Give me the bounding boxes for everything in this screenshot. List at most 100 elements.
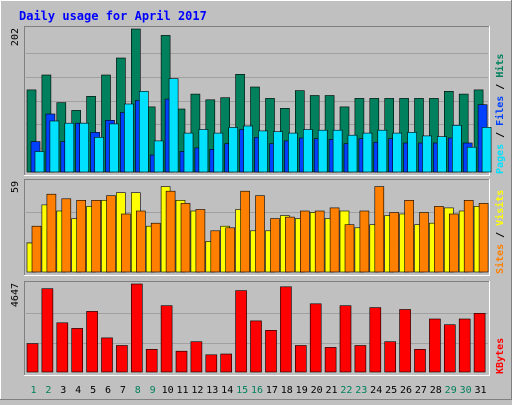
- bar-pages-11: [183, 132, 194, 173]
- day-label-22: 22: [340, 385, 352, 396]
- bar-pages-22: [347, 134, 358, 173]
- bar-kbytes-4: [71, 328, 83, 373]
- bar-sites-11: [180, 203, 191, 273]
- legend-item-visits: Visits: [494, 190, 506, 226]
- series-visits: [26, 186, 484, 273]
- bar-kbytes-5: [86, 311, 98, 373]
- bar-sites-27: [419, 212, 429, 273]
- day-label-1: 1: [30, 385, 36, 396]
- bar-pages-15: [243, 125, 253, 173]
- day-label-12: 12: [191, 385, 203, 396]
- series-kbytes: [26, 283, 486, 373]
- bar-sites-30: [463, 200, 474, 273]
- day-label-20: 20: [311, 385, 323, 396]
- bar-sites-6: [106, 195, 116, 273]
- bar-sites-7: [121, 213, 131, 273]
- day-label-13: 13: [206, 385, 218, 396]
- bar-pages-29: [451, 125, 462, 173]
- legend-separator: /: [495, 226, 506, 244]
- bar-pages-24: [377, 129, 388, 173]
- y-max-label: 59: [10, 181, 21, 193]
- day-label-21: 21: [325, 385, 337, 396]
- bar-sites-1: [31, 225, 42, 273]
- bar-pages-4: [79, 122, 89, 173]
- bar-kbytes-9: [145, 348, 158, 373]
- bar-sites-28: [434, 206, 444, 273]
- bar-kbytes-17: [265, 329, 277, 373]
- day-label-2: 2: [45, 385, 51, 396]
- bar-sites-31: [478, 203, 489, 273]
- bar-sites-24: [374, 186, 385, 273]
- bar-pages-23: [362, 132, 373, 173]
- bar-kbytes-2: [41, 288, 54, 373]
- bar-kbytes-1: [26, 343, 39, 373]
- bar-pages-31: [481, 127, 492, 173]
- bar-kbytes-27: [414, 348, 426, 373]
- bar-sites-15: [240, 190, 250, 273]
- day-axis: 1 2 3 4 5 6 7 8 9 10 11 12 13 14 15 16 17 18 19 20 21 22 23 24 2…: [30, 385, 486, 396]
- day-label-28: 28: [430, 385, 442, 396]
- bar-sites-18: [285, 216, 295, 273]
- bar-kbytes-14: [220, 353, 232, 373]
- bar-sites-12: [195, 209, 206, 273]
- chart-panels: 202 Pages / Files / Hits 59 Sites / Visits 4…: [10, 26, 506, 376]
- series-pages: [34, 78, 492, 173]
- bar-kbytes-12: [190, 341, 203, 373]
- bar-pages-12: [198, 129, 209, 173]
- day-label-11: 11: [176, 385, 188, 396]
- day-label-6: 6: [105, 385, 111, 396]
- bar-kbytes-18: [280, 286, 292, 373]
- bar-pages-19: [302, 129, 313, 173]
- day-label-23: 23: [355, 385, 367, 396]
- bar-pages-25: [392, 132, 403, 173]
- bar-pages-2: [49, 120, 60, 173]
- day-label-15: 15: [236, 385, 248, 396]
- bar-pages-28: [437, 136, 447, 173]
- bar-kbytes-3: [56, 322, 69, 373]
- bar-kbytes-29: [443, 324, 456, 373]
- bar-sites-8: [136, 210, 146, 273]
- bar-pages-13: [213, 132, 224, 173]
- panel-visits-sites: 59 Sites / Visits: [10, 179, 506, 276]
- bar-kbytes-31: [473, 312, 486, 373]
- bar-sites-26: [404, 200, 414, 273]
- day-label-3: 3: [60, 385, 66, 396]
- series-sites: [31, 186, 489, 273]
- bar-sites-19: [299, 210, 310, 273]
- bar-kbytes-28: [429, 318, 441, 373]
- bar-pages-16: [258, 130, 268, 173]
- panel-kbytes: 4647 KBytes: [10, 281, 506, 376]
- bar-kbytes-20: [309, 303, 322, 373]
- bar-pages-10: [168, 78, 179, 173]
- bar-kbytes-15: [235, 290, 247, 373]
- day-label-7: 7: [120, 385, 126, 396]
- legend-item-files: Files: [494, 96, 506, 126]
- day-label-16: 16: [251, 385, 263, 396]
- bar-pages-30: [466, 146, 477, 173]
- bar-sites-13: [210, 230, 221, 273]
- legend-separator: /: [495, 78, 506, 96]
- bar-sites-25: [389, 212, 400, 273]
- bar-pages-21: [332, 129, 343, 173]
- bar-kbytes-21: [324, 347, 337, 373]
- y-max-label: 202: [10, 28, 21, 46]
- legend-kbytes: KBytes: [495, 338, 506, 374]
- day-label-29: 29: [445, 385, 457, 396]
- legend-item-hits: Hits: [494, 54, 506, 78]
- bar-kbytes-16: [250, 320, 262, 373]
- bar-pages-3: [64, 122, 75, 173]
- legend-item-kbytes: KBytes: [495, 338, 506, 374]
- bar-sites-9: [150, 222, 161, 273]
- bar-kbytes-24: [369, 307, 382, 373]
- bar-pages-27: [422, 135, 432, 173]
- bar-kbytes-23: [354, 345, 367, 373]
- bar-sites-2: [46, 193, 57, 273]
- bar-kbytes-6: [101, 337, 113, 373]
- bar-pages-7: [124, 103, 134, 173]
- bar-kbytes-26: [399, 309, 411, 373]
- day-label-8: 8: [135, 385, 141, 396]
- bar-pages-8: [139, 91, 149, 173]
- day-label-4: 4: [75, 385, 81, 396]
- bar-pages-1: [34, 151, 45, 173]
